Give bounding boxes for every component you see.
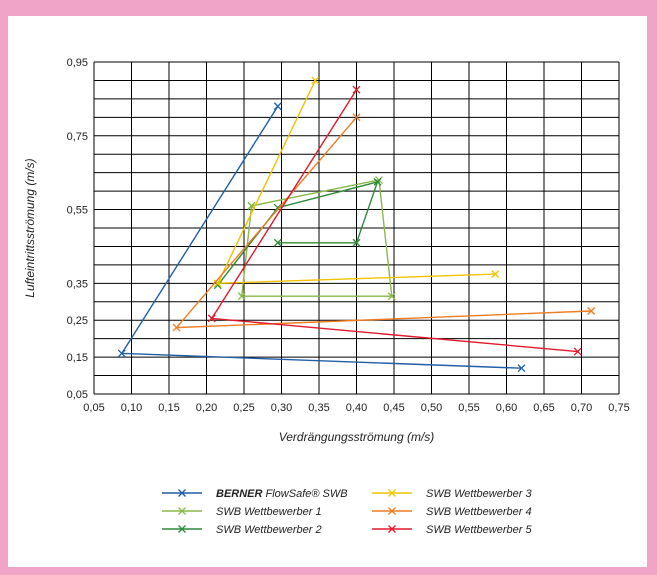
x-tick-label: 0,60 — [496, 402, 517, 414]
x-tick-label: 0,30 — [271, 402, 292, 414]
legend-item: SWB Wettbewerber 5 — [372, 524, 532, 536]
legend-label: SWB Wettbewerber 3 — [426, 488, 532, 500]
legend-item: SWB Wettbewerber 2 — [162, 524, 322, 536]
chart-panel: 0,95 0,75 0,55 0,35 0,25 0,15 0,05 0,05 0,10 0,1… — [8, 16, 647, 567]
x-tick-label: 0,35 — [308, 402, 329, 414]
data-point — [587, 307, 596, 315]
legend-marker — [178, 525, 186, 533]
data-point — [273, 238, 282, 247]
legend: BERNER FlowSafe® SWB SWB Wettbewerber 1 SW… — [162, 488, 532, 536]
series-2 — [213, 177, 382, 290]
legend-label: SWB Wettbewerber 4 — [426, 506, 532, 518]
data-point — [117, 349, 126, 358]
x-tick-label: 0,20 — [196, 402, 217, 414]
y-tick-labels: 0,95 0,75 0,55 0,35 0,25 0,15 0,05 — [67, 57, 88, 401]
data-point — [517, 364, 526, 373]
x-tick-label: 0,15 — [158, 402, 179, 414]
data-point — [237, 292, 246, 301]
data-point — [172, 323, 181, 332]
data-point — [273, 102, 282, 111]
data-point — [573, 347, 582, 356]
y-tick-label: 0,55 — [67, 205, 88, 217]
x-axis-label: Verdrängungsströmung (m/s) — [279, 430, 435, 444]
legend-marker — [388, 489, 396, 497]
y-tick-label: 0,25 — [67, 315, 88, 327]
data-point — [352, 85, 361, 94]
legend-item: SWB Wettbewerber 1 — [162, 506, 322, 518]
legend-marker — [178, 507, 186, 515]
data-point — [373, 177, 382, 186]
series-4 — [172, 113, 596, 332]
chart-svg: 0,95 0,75 0,55 0,35 0,25 0,15 0,05 0,05 0,10 0,1… — [23, 57, 630, 536]
x-tick-label: 0,45 — [383, 402, 404, 414]
y-tick-label: 0,35 — [67, 278, 88, 290]
x-tick-labels: 0,05 0,10 0,15 0,20 0,25 0,30 0,35 0,40 0,45 0,50… — [83, 402, 629, 414]
legend-item: SWB Wettbewerber 4 — [372, 506, 532, 518]
y-tick-label: 0,15 — [67, 352, 88, 364]
y-tick-label: 0,95 — [67, 57, 88, 69]
x-tick-label: 0,65 — [533, 402, 554, 414]
x-tick-label: 0,70 — [571, 402, 592, 414]
data-point — [213, 279, 222, 288]
legend-label: SWB Wettbewerber 2 — [216, 524, 322, 536]
legend-marker — [388, 507, 396, 515]
legend-marker — [178, 489, 186, 497]
data-point — [352, 238, 361, 247]
legend-label: BERNER FlowSafe® SWB — [216, 488, 348, 500]
legend-label: SWB Wettbewerber 1 — [216, 506, 322, 518]
legend-marker — [388, 525, 396, 533]
series-5 — [207, 85, 582, 356]
y-axis-label: Lufteintrittsströmung (m/s) — [23, 158, 37, 297]
x-tick-label: 0,55 — [458, 402, 479, 414]
series-3 — [213, 76, 500, 288]
series-0 — [117, 102, 526, 373]
y-tick-label: 0,75 — [67, 131, 88, 143]
grid — [93, 61, 620, 395]
series-layer — [117, 76, 596, 373]
data-point — [207, 314, 216, 323]
data-point — [352, 113, 361, 122]
y-tick-label: 0,05 — [67, 389, 88, 401]
series-line — [210, 89, 578, 353]
x-tick-label: 0,25 — [233, 402, 254, 414]
x-tick-label: 0,05 — [83, 402, 104, 414]
legend-item: SWB Wettbewerber 3 — [372, 488, 532, 500]
x-tick-label: 0,40 — [346, 402, 367, 414]
data-point — [311, 76, 320, 85]
data-point — [387, 292, 396, 301]
x-tick-label: 0,50 — [421, 402, 442, 414]
legend-item: BERNER FlowSafe® SWB — [162, 488, 348, 500]
data-point — [491, 270, 500, 279]
legend-label: SWB Wettbewerber 5 — [426, 524, 532, 536]
x-tick-label: 0,10 — [121, 402, 142, 414]
x-tick-label: 0,75 — [608, 402, 629, 414]
